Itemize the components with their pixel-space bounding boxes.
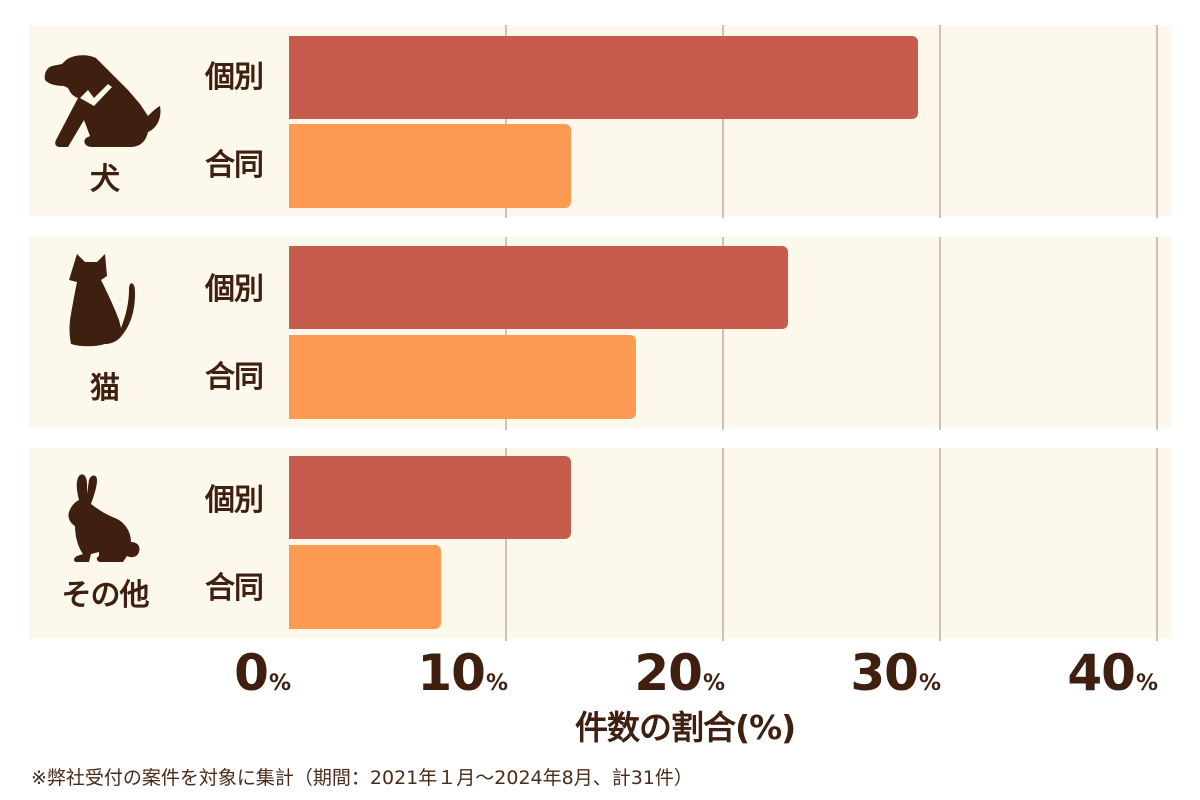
gridline-20	[722, 237, 724, 430]
rabbit-icon	[65, 472, 145, 562]
series-label-joint: 合同	[205, 360, 264, 395]
x-tick-10: 10%	[417, 644, 508, 702]
bar-other-individual	[289, 456, 571, 539]
gridline-40	[1156, 237, 1158, 430]
series-label-individual: 個別	[205, 60, 264, 95]
group-panel-other: その他 個別 合同	[29, 448, 1171, 641]
series-label-individual: 個別	[205, 483, 264, 518]
bar-other-joint	[289, 545, 441, 629]
series-label-joint: 合同	[205, 148, 264, 183]
gridline-40	[1156, 25, 1158, 218]
footnote: ※弊社受付の案件を対象に集計（期間：2021年１月～2024年8月、計31件）	[31, 767, 693, 789]
bar-cat-individual	[289, 246, 788, 329]
group-label-dog: 犬	[90, 162, 120, 197]
gridline-10	[505, 25, 507, 218]
gridline-20	[722, 25, 724, 218]
gridline-30	[939, 25, 941, 218]
gridline-20	[722, 448, 724, 641]
x-tick-30: 30%	[850, 644, 941, 702]
x-tick-40: 40%	[1067, 644, 1158, 702]
dog-icon	[44, 54, 162, 150]
cat-icon	[67, 254, 143, 350]
gridline-10	[505, 448, 507, 641]
series-label-joint: 合同	[205, 571, 264, 606]
bar-dog-individual	[289, 36, 918, 119]
group-panel-dog: 犬 個別 合同	[29, 25, 1171, 218]
group-label-cat: 猫	[90, 371, 120, 406]
x-axis-title: 件数の割合(%)	[575, 708, 796, 747]
gridline-10	[505, 237, 507, 430]
gridline-40	[1156, 448, 1158, 641]
group-panel-cat: 猫 個別 合同	[29, 237, 1171, 430]
bar-cat-joint	[289, 335, 636, 419]
x-tick-0: 0%	[234, 644, 291, 702]
gridline-30	[939, 448, 941, 641]
bar-dog-joint	[289, 124, 571, 208]
gridline-30	[939, 237, 941, 430]
series-label-individual: 個別	[205, 272, 264, 307]
group-label-other: その他	[61, 578, 150, 613]
x-tick-20: 20%	[634, 644, 725, 702]
